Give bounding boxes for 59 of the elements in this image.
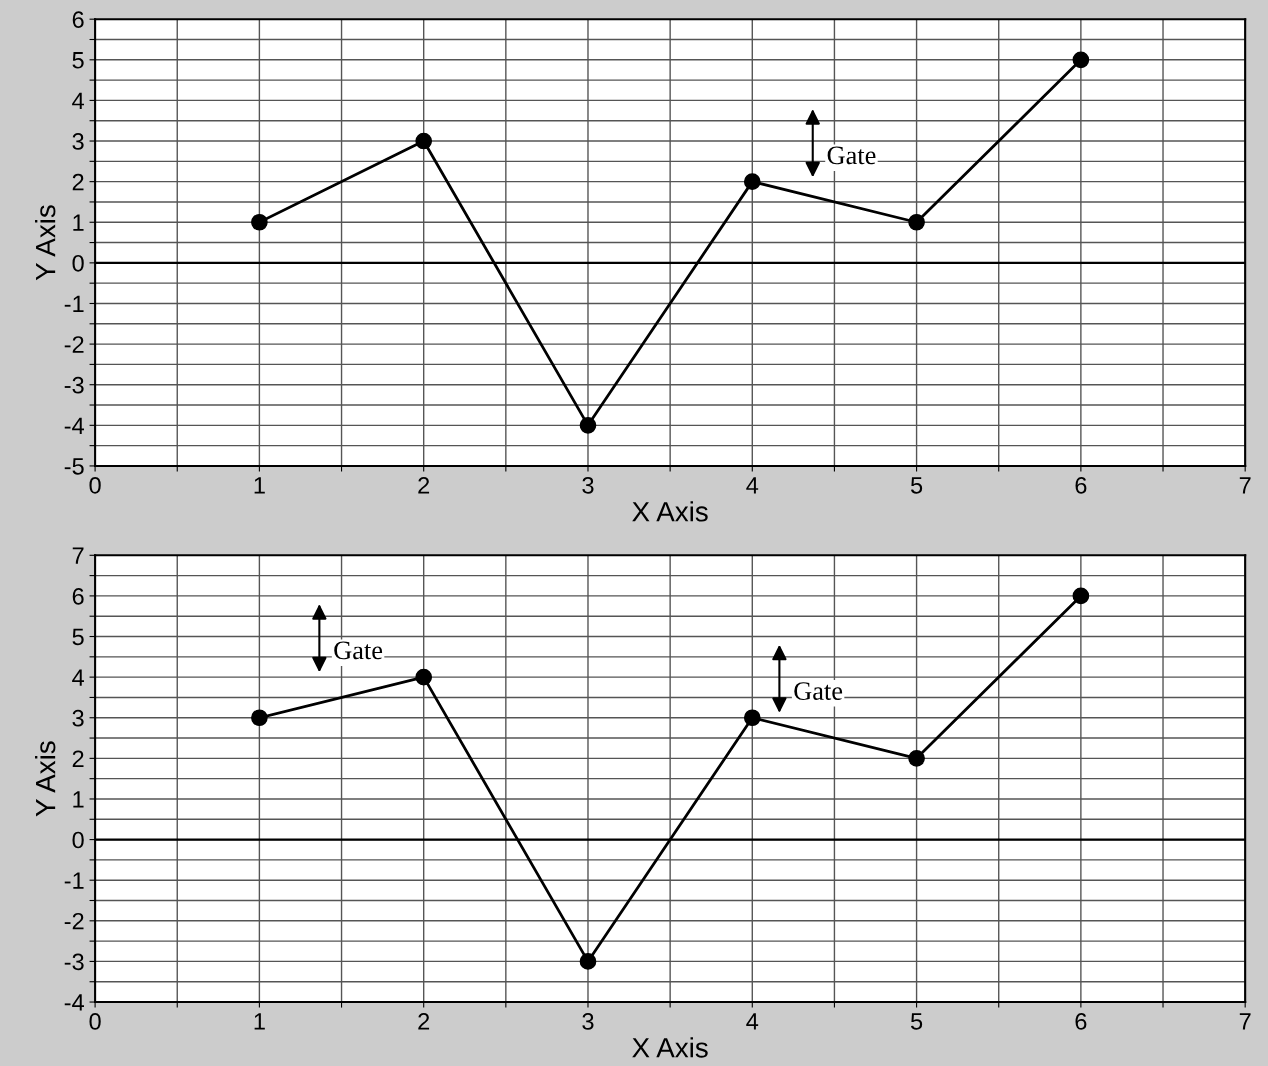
point (415, 132, 433, 150)
x-tick-label: 5 (910, 477, 923, 494)
y-tick-label: 4 (72, 669, 84, 686)
x-tick-label: 2 (418, 476, 430, 494)
y-tick-label: 6 (72, 587, 84, 605)
y-tick-label: 3 (72, 709, 84, 727)
point (251, 213, 268, 231)
y-axis-title: Y Axis (35, 205, 56, 281)
x-tick-label: 0 (89, 1013, 101, 1030)
y-tick-label: 2 (72, 173, 84, 191)
point (251, 709, 268, 727)
x-tick-label: 7 (1239, 1013, 1251, 1030)
x-tick-label: 0 (89, 476, 101, 494)
x-tick-label: 6 (1075, 476, 1087, 494)
y-tick-label: 4 (72, 92, 84, 109)
x-tick-label: 7 (1239, 477, 1251, 494)
point (415, 668, 433, 686)
y-tick-label: 3 (72, 133, 84, 150)
point (908, 213, 925, 231)
point (1072, 587, 1090, 605)
x-tick-label: 1 (254, 477, 265, 494)
y-tick-label: -3 (64, 953, 84, 971)
y-tick-label: 1 (73, 214, 84, 231)
y-axis-title: Y Axis (35, 741, 56, 817)
y-tick-label: 0 (72, 831, 84, 849)
y-tick-label: -1 (64, 295, 84, 313)
y-tick-label: 6 (72, 11, 84, 28)
annotation: Gate (827, 146, 876, 165)
x-tick-label: 5 (910, 1013, 923, 1030)
x-tick-label: 2 (418, 1013, 430, 1030)
y-tick-label: -1 (64, 872, 84, 889)
point (579, 416, 597, 434)
y-tick-label: -4 (64, 994, 84, 1011)
point (743, 709, 761, 727)
x-tick-label: 4 (746, 1013, 759, 1030)
x-tick-label: 6 (1075, 1013, 1087, 1030)
y-tick-label: -3 (64, 376, 84, 394)
y-tick-label: 1 (73, 791, 84, 808)
x-tick-label: 3 (582, 1013, 594, 1030)
x-tick-label: 3 (582, 476, 594, 494)
y-tick-label: 7 (72, 547, 84, 564)
x-tick-label: 1 (254, 1013, 265, 1030)
point (743, 173, 761, 190)
y-tick-label: 0 (72, 254, 84, 272)
annotation: Gate (794, 682, 843, 700)
x-axis-title: X Axis (632, 501, 708, 522)
y-tick-label: -4 (64, 417, 84, 434)
y-tick-label: 2 (72, 750, 84, 767)
annotation: Gate (334, 641, 383, 660)
x-axis-title: X Axis (632, 1037, 708, 1058)
point (579, 953, 597, 970)
y-tick-label: 5 (72, 628, 84, 646)
y-tick-label: -5 (64, 458, 84, 475)
point (1072, 51, 1090, 69)
y-tick-label: 5 (72, 52, 84, 69)
x-tick-label: 4 (746, 477, 759, 494)
y-tick-label: -2 (64, 912, 84, 930)
point (908, 750, 925, 767)
y-tick-label: -2 (64, 336, 84, 353)
